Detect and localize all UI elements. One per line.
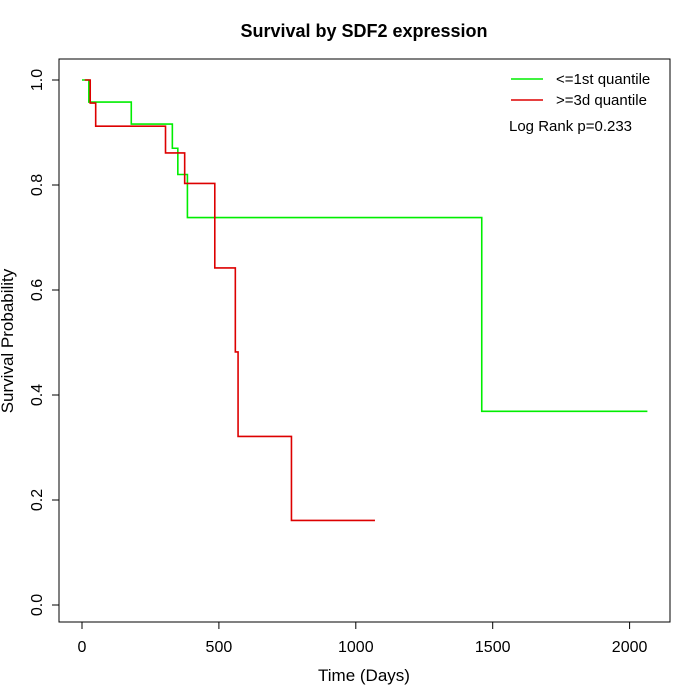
y-axis-label: Survival Probability: [0, 268, 17, 413]
legend-label-2: >=3d quantile: [556, 92, 647, 109]
x-tick-label: 2000: [612, 639, 648, 656]
series-layer: [82, 79, 648, 522]
series-line-2: [84, 79, 375, 522]
log-rank-annotation: Log Rank p=0.233: [509, 118, 632, 135]
y-tick-label: 0.0: [29, 594, 46, 616]
y-tick-label: 0.4: [29, 384, 46, 406]
y-axis: 0.0 0.2 0.4 0.6 0.8 1.0: [29, 69, 60, 616]
y-tick-label: 0.8: [29, 174, 46, 196]
x-tick-label: 1000: [338, 639, 374, 656]
legend-label-1: <=1st quantile: [556, 71, 650, 88]
x-tick-label: 1500: [475, 639, 511, 656]
legend: <=1st quantile >=3d quantile: [511, 71, 650, 109]
chart-title: Survival by SDF2 expression: [240, 21, 487, 41]
series-line-1: [82, 79, 648, 413]
x-axis: 0 500 1000 1500 2000: [78, 621, 648, 656]
y-tick-label: 0.2: [29, 489, 46, 511]
x-tick-label: 0: [78, 639, 87, 656]
x-tick-label: 500: [206, 639, 233, 656]
plot-frame: [58, 58, 671, 623]
y-tick-label: 0.6: [29, 279, 46, 301]
x-axis-label: Time (Days): [318, 666, 410, 685]
y-tick-label: 1.0: [29, 69, 46, 91]
